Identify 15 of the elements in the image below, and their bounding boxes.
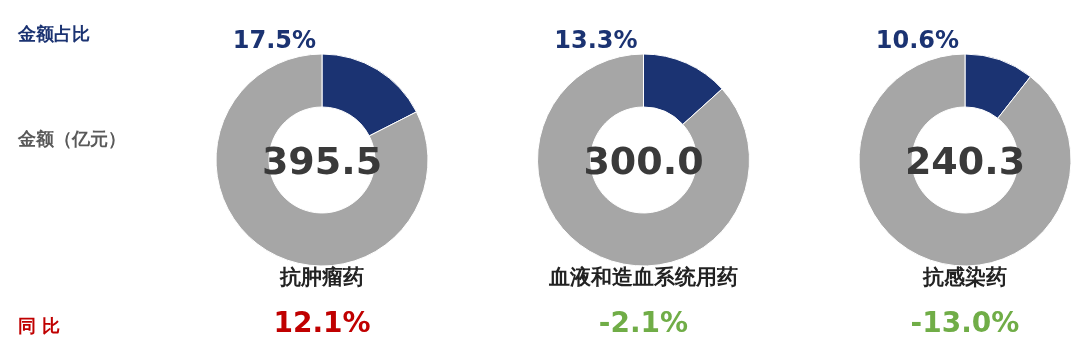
- text: 12.1%: [273, 306, 371, 339]
- text: 抗感染药: [922, 265, 1007, 289]
- text: 同 比: [18, 315, 61, 336]
- text: 抗肿瘤药: [279, 265, 364, 289]
- text: -2.1%: [598, 306, 689, 339]
- data-label: 10.6%: [875, 26, 959, 54]
- data-label: 17.5%: [232, 26, 316, 54]
- text: 金额（亿元）: [17, 128, 126, 149]
- text: 240.3: [904, 139, 1026, 183]
- text: 300.0: [583, 139, 704, 183]
- text: 血液和造血系统用药: [548, 265, 738, 289]
- text: 金额占比: [17, 23, 90, 44]
- text: 395.5: [261, 139, 383, 183]
- text: -13.0%: [910, 306, 1020, 339]
- data-label: 13.3%: [554, 26, 638, 54]
